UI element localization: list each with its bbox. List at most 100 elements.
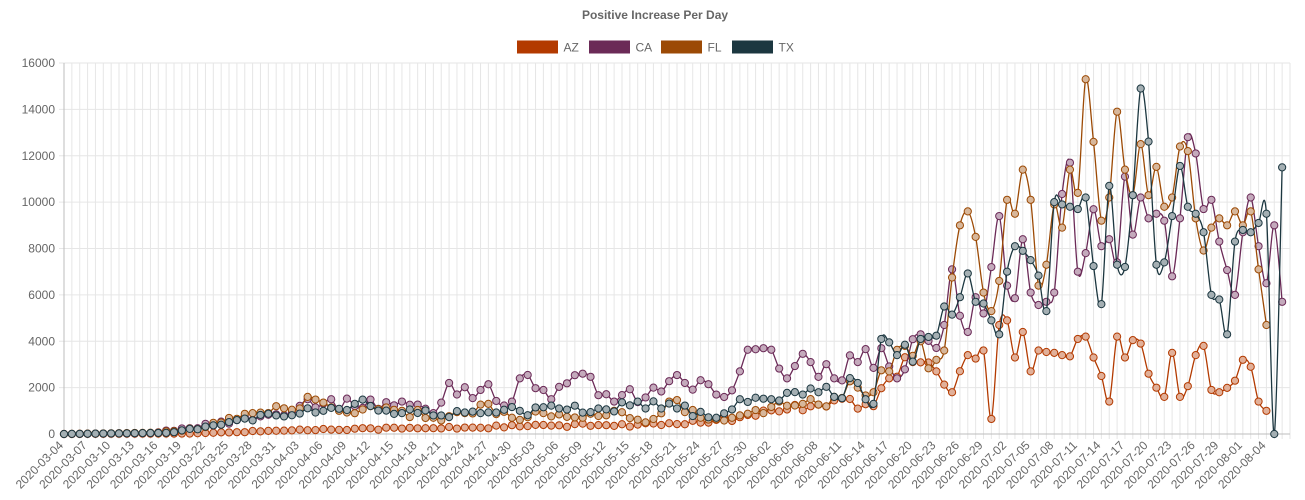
data-point-tx: [429, 411, 438, 420]
data-point-tx: [272, 411, 281, 420]
y-tick-label: 2000: [28, 381, 55, 395]
data-point-tx: [822, 382, 831, 391]
data-point-fl: [932, 355, 941, 364]
data-point-az: [594, 421, 603, 430]
data-point-fl: [720, 416, 729, 425]
data-point-tx: [1160, 258, 1169, 267]
data-point-tx: [1238, 225, 1247, 235]
data-point-ca: [1168, 272, 1177, 281]
data-point-az: [397, 424, 407, 433]
data-point-az: [916, 358, 925, 367]
data-point-fl: [1160, 202, 1169, 211]
data-point-ca: [460, 383, 469, 392]
data-point-fl: [955, 221, 965, 230]
data-point-tx: [67, 429, 76, 439]
data-point-tx: [806, 384, 815, 393]
data-point-fl: [319, 398, 328, 407]
data-point-az: [775, 407, 784, 416]
data-point-az: [1065, 352, 1075, 361]
data-point-tx: [515, 406, 524, 415]
data-point-ca: [995, 211, 1004, 221]
legend-item-fl[interactable]: FL: [661, 40, 722, 55]
data-point-tx: [99, 429, 108, 438]
series-ca: [59, 133, 1287, 439]
legend[interactable]: AZ CA FL TX: [517, 40, 794, 55]
data-point-ca: [814, 372, 823, 381]
data-point-tx: [924, 332, 933, 342]
data-point-az: [1207, 385, 1216, 395]
data-point-az: [932, 367, 941, 376]
data-point-ca: [562, 379, 572, 388]
data-point-tx: [594, 404, 603, 413]
data-point-ca: [327, 395, 336, 404]
series-line-ca: [63, 133, 1283, 435]
data-point-tx: [83, 429, 92, 438]
y-tick-label: 14000: [22, 102, 56, 116]
data-point-tx: [1010, 242, 1020, 251]
data-point-az: [1152, 383, 1161, 392]
data-point-tx: [91, 429, 100, 438]
data-point-az: [885, 374, 894, 383]
data-point-ca: [979, 309, 988, 318]
data-point-fl: [1073, 188, 1082, 197]
data-point-tx: [743, 397, 752, 407]
data-point-az: [1199, 341, 1208, 350]
data-point-tx: [279, 412, 289, 421]
data-point-az: [279, 426, 289, 435]
data-point-tx: [727, 405, 737, 414]
data-point-fl: [358, 405, 367, 414]
data-point-az: [1215, 388, 1224, 397]
legend-item-ca[interactable]: CA: [589, 40, 653, 55]
data-point-tx: [1026, 255, 1035, 265]
data-point-tx: [1152, 260, 1161, 269]
data-point-az: [680, 420, 689, 429]
data-point-fl: [1175, 142, 1185, 151]
data-point-tx: [1002, 267, 1012, 276]
data-point-tx: [1018, 246, 1027, 255]
data-point-az: [547, 421, 556, 430]
data-point-ca: [531, 384, 540, 393]
data-point-tx: [775, 396, 784, 405]
data-point-ca: [1073, 267, 1082, 276]
data-point-tx: [138, 429, 147, 438]
data-point-az: [460, 423, 469, 432]
data-point-ca: [775, 364, 784, 373]
data-point-az: [617, 420, 627, 429]
data-point-az: [845, 394, 855, 404]
data-point-tx: [1230, 237, 1240, 246]
data-point-ca: [602, 390, 611, 399]
legend-item-az[interactable]: AZ: [517, 40, 579, 55]
data-point-tx: [971, 297, 980, 306]
data-point-tx: [853, 378, 862, 388]
data-point-az: [240, 428, 249, 437]
data-point-az: [405, 423, 414, 432]
data-point-az: [531, 420, 540, 429]
data-point-fl: [1002, 195, 1012, 204]
data-point-az: [248, 426, 257, 436]
data-point-tx: [680, 401, 689, 410]
data-point-fl: [995, 276, 1004, 286]
data-point-tx: [1057, 200, 1067, 209]
data-point-fl: [484, 399, 493, 408]
data-point-tx: [130, 429, 139, 438]
legend-item-tx[interactable]: TX: [732, 40, 794, 55]
data-point-az: [264, 426, 273, 435]
data-point-tx: [531, 403, 540, 412]
data-point-az: [413, 424, 422, 433]
data-point-ca: [1152, 209, 1161, 218]
data-point-tx: [492, 408, 501, 417]
legend-label: TX: [779, 41, 794, 55]
data-point-tx: [374, 406, 383, 415]
data-point-ca: [1128, 230, 1137, 239]
data-point-ca: [806, 358, 815, 367]
data-point-fl: [303, 392, 312, 401]
data-point-fl: [476, 400, 485, 409]
y-tick-label: 8000: [28, 242, 55, 256]
data-point-az: [625, 422, 634, 431]
data-point-az: [350, 424, 359, 433]
data-point-fl: [1081, 75, 1090, 84]
data-point-az: [1034, 346, 1043, 355]
data-point-ca: [743, 345, 752, 354]
data-point-tx: [75, 429, 84, 438]
data-point-tx: [421, 406, 430, 415]
